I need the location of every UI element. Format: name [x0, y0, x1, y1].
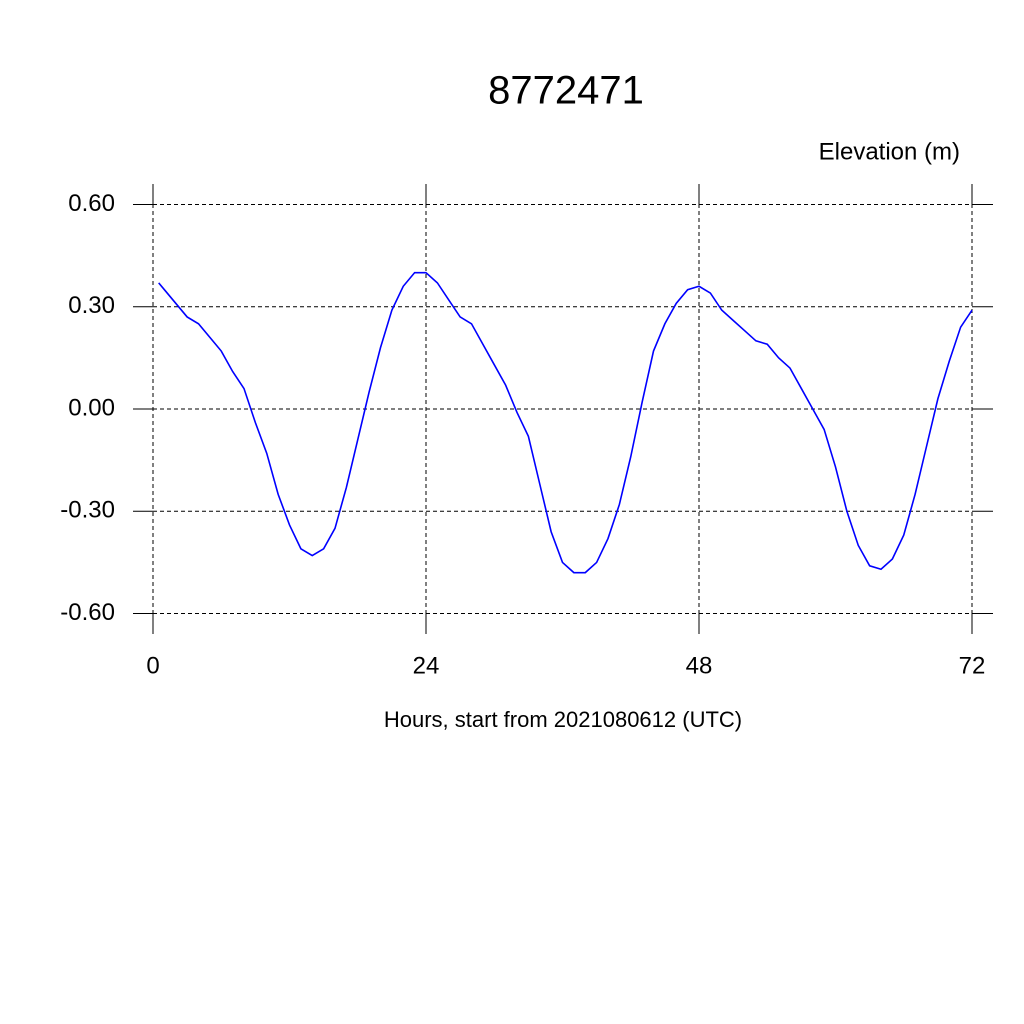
data-line	[158, 271, 973, 574]
chart-title: 8772471	[488, 69, 644, 113]
x-tick-label: 0	[146, 652, 159, 679]
y-tick-label: 0.00	[68, 394, 115, 421]
y-tick-label: -0.30	[60, 497, 115, 524]
y-axis-label: Elevation (m)	[819, 138, 960, 165]
y-tick-label: 0.60	[68, 190, 115, 217]
x-tick-label: 24	[413, 652, 440, 679]
y-tick-label: -0.60	[60, 599, 115, 626]
x-tick-label: 72	[959, 652, 986, 679]
y-tick-label: 0.30	[68, 292, 115, 319]
x-tick-label: 48	[686, 652, 713, 679]
x-axis-label: Hours, start from 2021080612 (UTC)	[384, 707, 742, 732]
